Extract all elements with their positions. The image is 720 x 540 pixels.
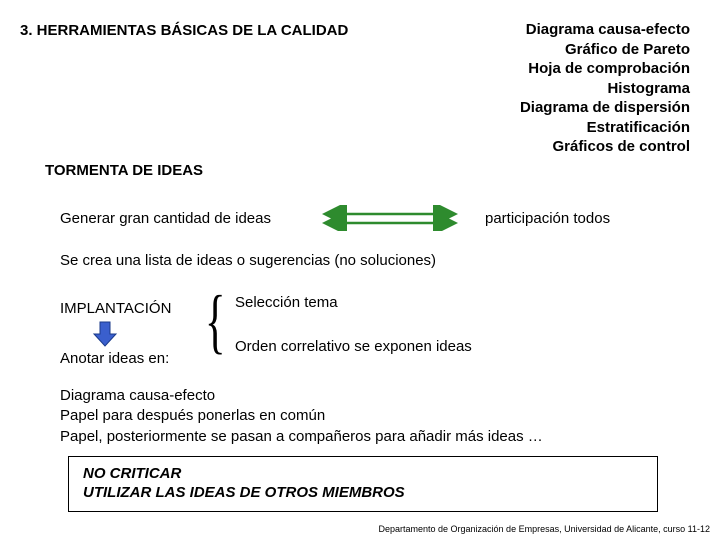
- rule-line: UTILIZAR LAS IDEAS DE OTROS MIEMBROS: [83, 484, 643, 501]
- footer-text: Departamento de Organización de Empresas…: [378, 524, 710, 534]
- tool-item: Gráficos de control: [520, 137, 690, 157]
- generate-ideas-text: Generar gran cantidad de ideas: [60, 210, 271, 227]
- tool-item: Diagrama de dispersión: [520, 98, 690, 118]
- anotar-label: Anotar ideas en:: [60, 350, 169, 367]
- seleccion-tema-text: Selección tema: [235, 294, 338, 311]
- tool-item: Diagrama causa-efecto: [520, 20, 690, 40]
- tool-item: Gráfico de Pareto: [520, 40, 690, 60]
- block-line: Diagrama causa-efecto: [60, 386, 543, 406]
- block-line: Papel para después ponerlas en común: [60, 406, 543, 426]
- tool-item: Estratificación: [520, 118, 690, 138]
- tool-item: Hoja de comprobación: [520, 59, 690, 79]
- tool-item: Histograma: [520, 79, 690, 99]
- block-line: Papel, posteriormente se pasan a compañe…: [60, 427, 543, 447]
- participation-text: participación todos: [485, 210, 610, 227]
- double-arrow-icon: [315, 205, 465, 231]
- brace-icon: {: [205, 285, 226, 357]
- ideas-block: Diagrama causa-efecto Papel para después…: [60, 386, 543, 447]
- rule-line: NO CRITICAR: [83, 465, 643, 482]
- tools-list: Diagrama causa-efecto Gráfico de Pareto …: [520, 20, 690, 157]
- orden-text: Orden correlativo se exponen ideas: [235, 338, 472, 355]
- section-title: 3. HERRAMIENTAS BÁSICAS DE LA CALIDAD: [20, 22, 348, 39]
- rules-box: NO CRITICAR UTILIZAR LAS IDEAS DE OTROS …: [68, 456, 658, 512]
- ideas-list-text: Se crea una lista de ideas o sugerencias…: [60, 252, 436, 269]
- implantacion-label: IMPLANTACIÓN: [60, 300, 171, 317]
- subtitle: TORMENTA DE IDEAS: [45, 162, 203, 179]
- down-arrow-icon: [90, 320, 120, 348]
